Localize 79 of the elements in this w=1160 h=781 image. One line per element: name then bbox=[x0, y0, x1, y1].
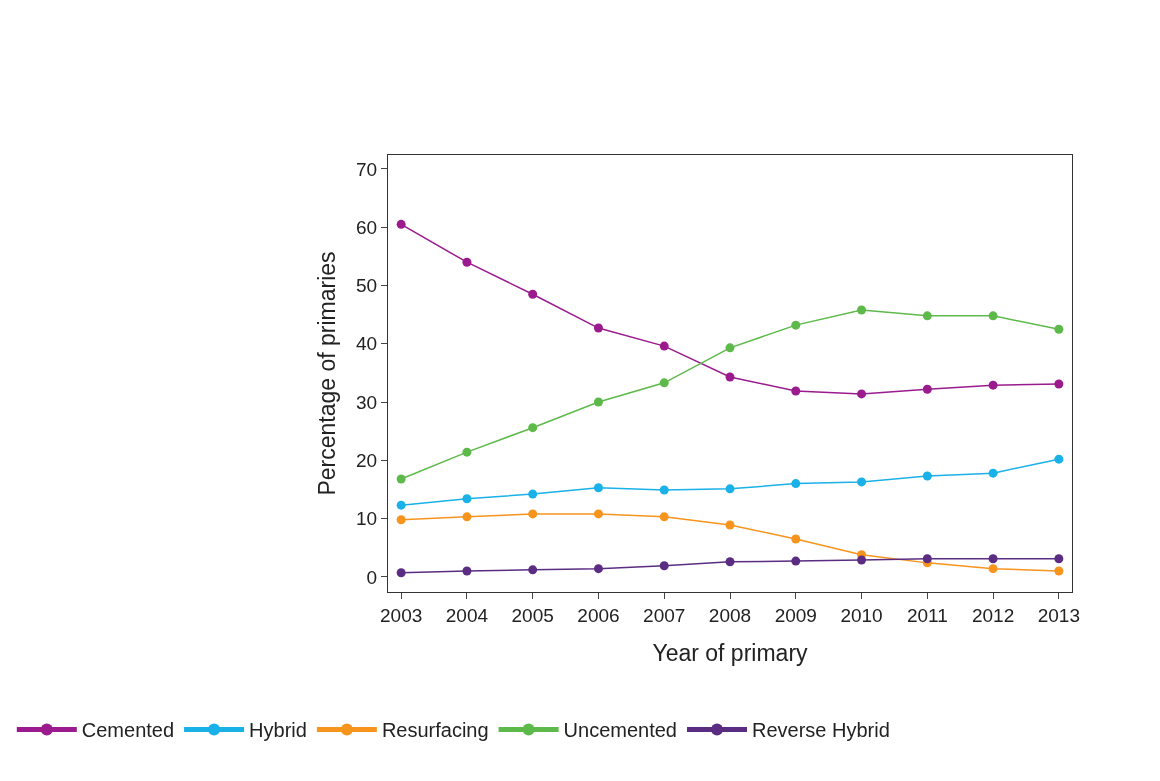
point bbox=[659, 485, 669, 495]
point bbox=[922, 471, 932, 481]
point bbox=[1054, 379, 1064, 389]
point bbox=[857, 389, 867, 399]
point bbox=[988, 380, 998, 390]
point bbox=[396, 500, 406, 510]
y-tick-label: 70 bbox=[356, 158, 378, 180]
point bbox=[988, 564, 998, 574]
point bbox=[791, 386, 801, 396]
point bbox=[857, 305, 867, 315]
y-tick-label: 40 bbox=[356, 333, 378, 355]
point bbox=[988, 468, 998, 478]
point bbox=[659, 512, 669, 522]
x-axis-title: Year of primary bbox=[652, 640, 809, 667]
point bbox=[462, 447, 472, 457]
y-tick-label: 10 bbox=[356, 508, 378, 530]
point bbox=[988, 311, 998, 321]
point bbox=[528, 565, 538, 575]
x-tick-label: 2013 bbox=[1037, 604, 1080, 626]
x-tick-label: 2011 bbox=[906, 604, 948, 626]
point bbox=[659, 378, 669, 388]
y-axis-title: Percentage of primaries bbox=[313, 251, 340, 496]
point bbox=[725, 557, 735, 567]
legend-label: Reverse Hybrid bbox=[752, 719, 890, 742]
legend-label: Hybrid bbox=[249, 719, 307, 742]
point bbox=[396, 568, 406, 578]
point bbox=[857, 477, 867, 487]
x-tick-label: 2005 bbox=[511, 604, 554, 626]
point bbox=[1054, 554, 1064, 564]
point bbox=[593, 397, 603, 407]
point bbox=[593, 509, 603, 519]
point bbox=[659, 341, 669, 351]
point bbox=[528, 289, 538, 299]
point bbox=[593, 323, 603, 333]
point bbox=[396, 219, 406, 229]
point bbox=[1054, 454, 1064, 464]
point bbox=[791, 320, 801, 330]
point bbox=[396, 515, 406, 525]
x-tick-label: 2007 bbox=[643, 604, 686, 626]
point bbox=[988, 554, 998, 564]
point bbox=[659, 561, 669, 571]
point bbox=[1054, 324, 1064, 334]
point bbox=[725, 343, 735, 353]
legend-label: Uncemented bbox=[563, 719, 677, 742]
point bbox=[725, 372, 735, 382]
y-tick-label: 20 bbox=[356, 449, 378, 471]
x-tick-label: 2006 bbox=[577, 604, 620, 626]
point bbox=[791, 556, 801, 566]
point bbox=[922, 384, 932, 394]
point bbox=[791, 534, 801, 544]
x-tick-label: 2010 bbox=[840, 604, 883, 626]
x-tick-label: 2009 bbox=[774, 604, 817, 626]
point bbox=[593, 564, 603, 574]
point bbox=[593, 483, 603, 493]
point bbox=[528, 489, 538, 499]
point bbox=[528, 509, 538, 519]
point bbox=[857, 555, 867, 565]
point bbox=[725, 520, 735, 530]
x-tick-label: 2003 bbox=[380, 604, 423, 626]
x-tick-label: 2012 bbox=[971, 604, 1015, 626]
point bbox=[1054, 566, 1064, 576]
point bbox=[462, 566, 472, 576]
point bbox=[462, 257, 472, 267]
x-tick-label: 2004 bbox=[445, 604, 489, 626]
y-tick-label: 30 bbox=[356, 391, 378, 413]
legend-label: Cemented bbox=[81, 719, 175, 742]
y-tick-label: 50 bbox=[356, 275, 378, 297]
legend-label: Resurfacing bbox=[381, 719, 489, 742]
point bbox=[922, 554, 932, 564]
point bbox=[462, 494, 472, 504]
point bbox=[791, 479, 801, 489]
y-tick-label: 60 bbox=[356, 216, 378, 238]
point bbox=[462, 512, 472, 522]
point bbox=[725, 484, 735, 494]
x-tick-label: 2008 bbox=[708, 604, 752, 626]
y-tick-label: 0 bbox=[366, 566, 378, 588]
point bbox=[922, 311, 932, 321]
point bbox=[528, 423, 538, 433]
point bbox=[396, 474, 406, 484]
